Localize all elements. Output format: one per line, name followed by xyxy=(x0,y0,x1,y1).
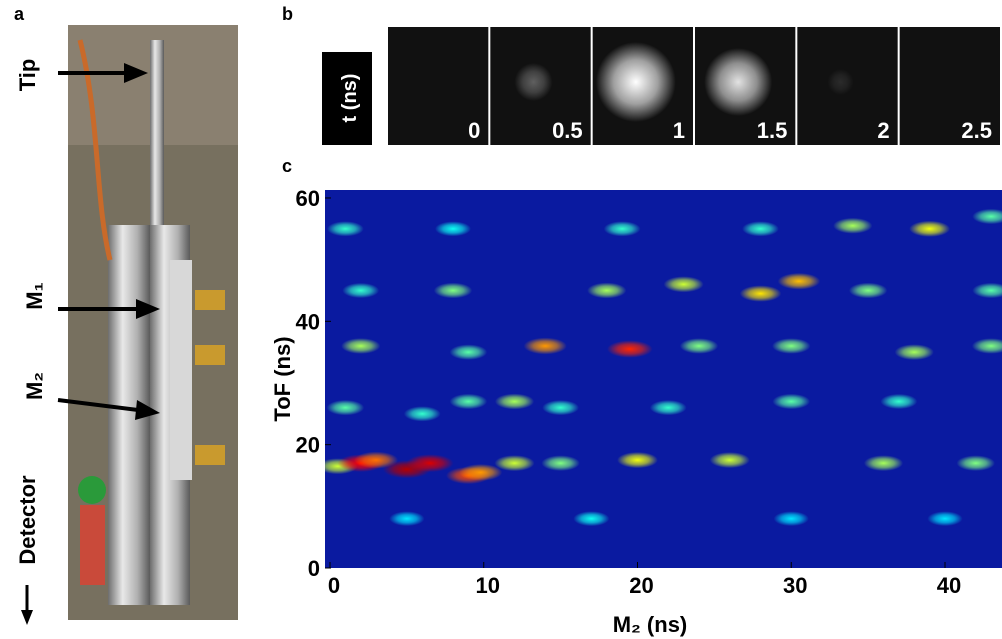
heat-spot xyxy=(617,451,658,469)
marker-label: Tip xyxy=(15,59,40,92)
tile xyxy=(388,27,489,145)
heat-spot xyxy=(894,344,934,361)
heatmap xyxy=(325,208,1002,527)
heat-spot xyxy=(389,511,425,527)
x-tick-label: 30 xyxy=(783,573,807,598)
heat-spot xyxy=(663,276,704,293)
marker-label: Detector xyxy=(15,475,40,565)
heat-spot xyxy=(772,393,811,410)
heat-spot xyxy=(709,452,750,469)
tile-label: 2 xyxy=(877,118,889,143)
heat-spot xyxy=(341,338,381,354)
heat-spot xyxy=(909,220,951,237)
heat-spot xyxy=(326,399,365,416)
arrows xyxy=(21,63,160,625)
heat-spot xyxy=(326,221,364,237)
x-tick-label: 0 xyxy=(328,573,340,598)
heat-spot xyxy=(603,221,641,237)
heat-spot xyxy=(342,282,380,299)
panel-label: a xyxy=(14,4,25,24)
plot-area xyxy=(325,190,1002,568)
tile-blob xyxy=(514,63,553,101)
heat-spot xyxy=(777,272,821,290)
tile-label: 2.5 xyxy=(961,118,992,143)
tile-label: 1 xyxy=(673,118,685,143)
heat-spot xyxy=(542,400,580,416)
panel-label: b xyxy=(282,4,293,24)
heat-spot xyxy=(742,221,779,237)
tile-blob xyxy=(704,48,773,116)
heat-spot xyxy=(587,282,627,299)
heat-spot xyxy=(927,511,963,527)
heat-spot xyxy=(833,217,873,234)
tile-label: 1.5 xyxy=(757,118,788,143)
panel-label: c xyxy=(282,156,292,176)
heat-spot xyxy=(403,406,441,422)
x-tick-label: 20 xyxy=(629,573,653,598)
tile-blob xyxy=(595,42,676,122)
heat-spot xyxy=(773,511,809,527)
tile-blob xyxy=(827,69,854,95)
heat-spot xyxy=(494,393,535,410)
heat-spot xyxy=(972,208,1002,225)
heat-spot xyxy=(972,282,1002,299)
heat-spot xyxy=(406,454,454,473)
heat-spot xyxy=(573,511,610,527)
tile-label: 0 xyxy=(468,118,480,143)
marker-label: M₂ xyxy=(22,372,47,400)
heat-spot xyxy=(449,393,488,410)
label-box xyxy=(322,52,372,145)
photo xyxy=(68,25,238,620)
heat-spot xyxy=(971,338,1002,354)
tiles: 0 0.5 1 1.5 2 2.5 xyxy=(388,27,1000,145)
heat-spot xyxy=(435,221,471,237)
x-tick-label: 40 xyxy=(937,573,961,598)
heat-spot xyxy=(679,338,719,354)
heat-spot xyxy=(956,455,995,471)
y-tick-label: 40 xyxy=(296,309,320,334)
marker-label: M₁ xyxy=(22,282,47,309)
y-axis-label: ToF (ns) xyxy=(270,336,295,421)
heat-spot xyxy=(863,455,904,472)
heat-spot xyxy=(459,464,503,481)
heat-spot xyxy=(607,340,653,358)
heat-spot xyxy=(523,337,567,355)
heat-spot xyxy=(772,338,811,354)
heat-spot xyxy=(541,455,580,471)
y-tick-label: 60 xyxy=(296,186,320,211)
heat-spot xyxy=(848,282,888,299)
x-axis-label: M₂ (ns) xyxy=(613,612,688,637)
heat-spot xyxy=(494,455,535,472)
heat-spot xyxy=(649,400,687,416)
y-tick-label: 20 xyxy=(296,433,320,458)
heat-spot xyxy=(449,344,488,360)
axis-label: t (ns) xyxy=(339,74,361,123)
tile xyxy=(899,27,1000,145)
heat-spot xyxy=(880,393,918,410)
heat-spot xyxy=(433,282,473,299)
tile-label: 0.5 xyxy=(552,118,583,143)
x-tick-label: 10 xyxy=(476,573,500,598)
y-tick-label: 0 xyxy=(308,556,320,581)
heat-spot xyxy=(739,285,782,302)
